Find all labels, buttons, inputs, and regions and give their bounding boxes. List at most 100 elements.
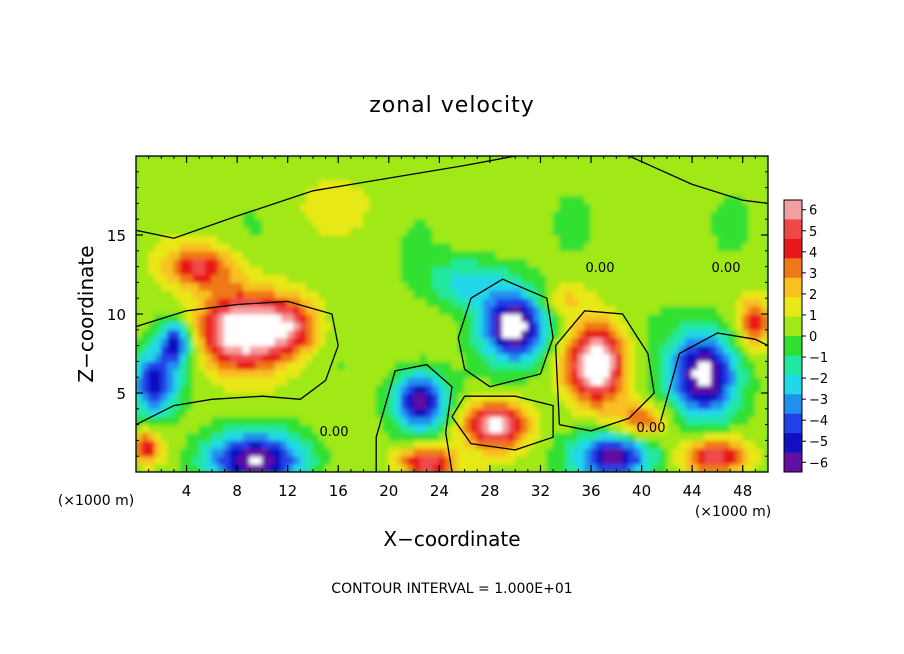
heatmap-cell [223, 195, 232, 204]
heatmap-cell [742, 297, 750, 307]
heatmap-cell [242, 424, 251, 433]
heatmap-cell [514, 163, 523, 173]
heatmap-cell [154, 447, 162, 457]
heatmap-cell [679, 329, 687, 339]
heatmap-cell [502, 179, 510, 189]
heatmap-cell [634, 297, 643, 307]
heatmap-cell [179, 163, 188, 173]
heatmap-cell [457, 156, 466, 165]
heatmap-cell [407, 242, 415, 252]
heatmap-cell [432, 329, 440, 339]
heatmap-cell [761, 408, 768, 418]
heatmap-cell [438, 171, 447, 181]
heatmap-cell [154, 210, 162, 220]
heatmap-cell [502, 266, 510, 275]
heatmap-cell [710, 432, 718, 441]
heatmap-cell [716, 242, 725, 252]
heatmap-cell [337, 250, 346, 260]
heatmap-cell [660, 400, 668, 410]
heatmap-cell [419, 242, 428, 252]
heatmap-cell [716, 337, 725, 347]
heatmap-cell [186, 234, 194, 244]
heatmap-cell [350, 289, 358, 299]
heatmap-cell [641, 392, 649, 402]
heatmap-cell [729, 242, 737, 252]
heatmap-cell [558, 447, 567, 457]
heatmap-cell [521, 195, 529, 204]
heatmap-cell [306, 274, 314, 283]
heatmap-cell [716, 234, 725, 244]
heatmap-cell [192, 329, 200, 339]
heatmap-cell [666, 455, 674, 465]
heatmap-cell [299, 210, 308, 220]
heatmap-cell [179, 171, 188, 181]
heatmap-cell [457, 218, 466, 228]
heatmap-cell [242, 455, 251, 465]
heatmap-cell [679, 266, 687, 275]
heatmap-cell [514, 250, 523, 260]
heatmap-cell [609, 424, 617, 433]
heatmap-cell [211, 274, 219, 283]
heatmap-cell [148, 156, 156, 165]
heatmap-cell [261, 360, 270, 370]
heatmap-cell [136, 400, 143, 410]
heatmap-cell [394, 360, 402, 370]
heatmap-cell [685, 439, 693, 449]
heatmap-cell [344, 250, 352, 260]
heatmap-cell [375, 171, 383, 181]
heatmap-cell [268, 384, 276, 394]
heatmap-cell [641, 281, 649, 291]
heatmap-cell [489, 226, 497, 236]
heatmap-cell [236, 266, 244, 275]
heatmap-cell [742, 408, 750, 418]
heatmap-cell [628, 416, 636, 426]
heatmap-cell [141, 439, 150, 449]
heatmap-cell [381, 408, 390, 418]
heatmap-cell [647, 329, 655, 339]
heatmap-cell [603, 305, 611, 315]
heatmap-cell [704, 218, 712, 228]
contour-labels: 0.00 0.00 0.00 0.00 [320, 261, 741, 440]
heatmap-cell [533, 242, 541, 252]
heatmap-cell [489, 179, 497, 189]
heatmap-cell [274, 266, 282, 275]
heatmap-cell [413, 210, 421, 220]
heatmap-cell [438, 447, 447, 457]
heatmap-cell [217, 266, 225, 275]
heatmap-cell [596, 156, 605, 165]
heatmap-cell [230, 258, 238, 268]
heatmap-cell [502, 305, 510, 315]
heatmap-cell [634, 424, 643, 433]
heatmap-cell [318, 305, 327, 315]
heatmap-cell [280, 463, 289, 472]
heatmap-cell [533, 455, 541, 465]
heatmap-cell [761, 156, 768, 165]
heatmap-cell [495, 408, 504, 418]
heatmap-cell [710, 281, 718, 291]
heatmap-cell [369, 242, 377, 252]
heatmap-cell [735, 274, 744, 283]
heatmap-cell [344, 156, 352, 165]
heatmap-cell [356, 463, 365, 472]
heatmap-cell [274, 281, 282, 291]
heatmap-cell [761, 163, 768, 173]
heatmap-cell [533, 321, 541, 331]
heatmap-cell [160, 345, 169, 354]
heatmap-cell [691, 250, 699, 260]
heatmap-cell [615, 416, 624, 426]
heatmap-cell [539, 408, 548, 418]
heatmap-cell [521, 210, 529, 220]
heatmap-cell [704, 337, 712, 347]
heatmap-cell [141, 195, 150, 204]
heatmap-cell [445, 179, 453, 189]
heatmap-cell [729, 463, 737, 472]
heatmap-cell [508, 179, 516, 189]
heatmap-cell [413, 376, 421, 386]
heatmap-cell [413, 321, 421, 331]
heatmap-cell [716, 163, 725, 173]
heatmap-cell [685, 313, 693, 323]
heatmap-cell [337, 376, 346, 386]
heatmap-cell [596, 329, 605, 339]
heatmap-cell [198, 289, 207, 299]
heatmap-cell [476, 376, 485, 386]
